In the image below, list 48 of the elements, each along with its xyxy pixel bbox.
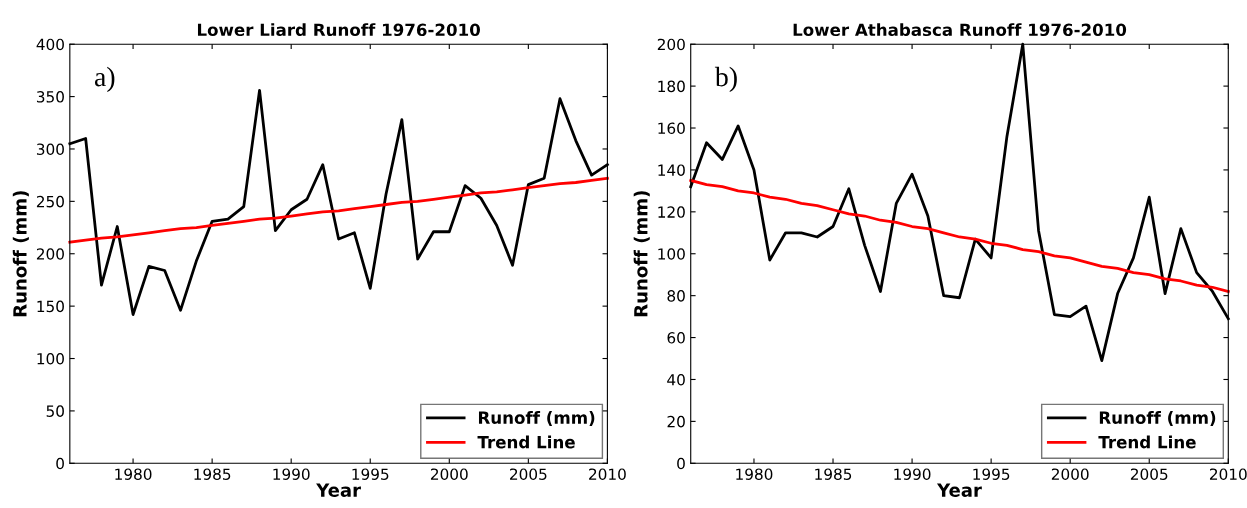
x-tick-label: 2000	[1051, 468, 1089, 480]
y-tick-label: 180	[658, 80, 685, 93]
legend-label: Trend Line	[477, 435, 575, 449]
y-tick-label: 160	[658, 122, 685, 135]
chart-title: Lower Athabasca Runoff 1976-2010	[793, 23, 1127, 37]
y-tick-label: 20	[667, 415, 685, 428]
y-tick-label: 200	[657, 38, 685, 51]
x-axis-title: Year	[316, 483, 361, 497]
y-tick-label: 80	[667, 290, 685, 302]
y-tick-label: 400	[36, 38, 64, 51]
x-tick-label: 1995	[973, 468, 1010, 480]
y-tick-label: 250	[36, 195, 64, 208]
line-series	[689, 179, 1230, 293]
chart-title: Lower Liard Runoff 1976-2010	[197, 23, 480, 37]
legend-label: Runoff (mm)	[1099, 411, 1216, 426]
x-tick-label: 2010	[1209, 468, 1247, 480]
y-tick-label: 100	[37, 352, 64, 365]
x-tick-label: 1985	[194, 468, 231, 480]
x-tick-label: 1980	[736, 468, 773, 480]
y-tick-label: 60	[667, 332, 685, 344]
y-tick-label: 200	[36, 248, 64, 260]
y-tick-label: 50	[46, 405, 64, 417]
x-tick-label: 2005	[510, 468, 547, 480]
y-axis-title: Runoff (mm)	[633, 191, 650, 317]
x-tick-label: 1980	[115, 468, 152, 480]
y-tick-label: 140	[658, 164, 685, 176]
x-tick-label: 1990	[273, 468, 310, 480]
y-tick-label: 100	[658, 248, 685, 260]
x-tick-label: 2010	[589, 468, 626, 480]
y-tick-label: 0	[677, 457, 685, 470]
y-axis-title: Runoff (mm)	[12, 191, 29, 317]
y-tick-label: 300	[36, 143, 64, 155]
line-series	[68, 176, 609, 244]
x-tick-label: 2005	[1130, 468, 1168, 480]
legend-label: Runoff (mm)	[478, 411, 595, 426]
x-tick-label: 2000	[430, 468, 468, 480]
x-tick-label: 1995	[352, 468, 389, 480]
x-tick-label: 1985	[815, 468, 852, 480]
y-tick-label: 150	[37, 300, 64, 313]
y-tick-label: 120	[658, 206, 685, 218]
annotation: b)	[714, 66, 737, 93]
annotation: a)	[95, 66, 115, 93]
x-axis-title: Year	[936, 483, 982, 497]
y-tick-label: 40	[667, 373, 685, 386]
y-tick-label: 350	[36, 91, 64, 103]
x-tick-label: 1990	[894, 468, 931, 480]
y-tick-label: 0	[56, 457, 64, 470]
legend-label: Trend Line	[1098, 435, 1196, 449]
